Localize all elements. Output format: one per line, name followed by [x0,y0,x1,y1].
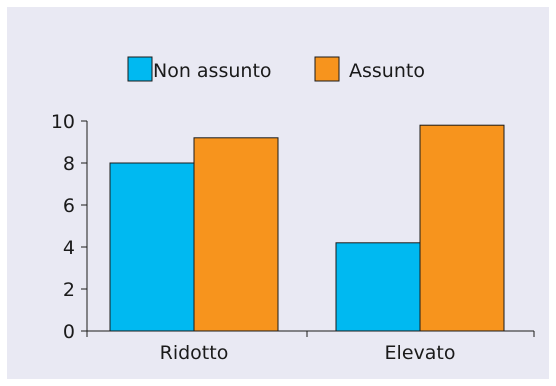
axes: 0 2 4 6 8 10 Ridotto Elevato [51,111,535,364]
y-tick-label: 2 [63,279,75,301]
chart-panel: Non assunto Assunto 0 2 4 6 8 10 Ridotto Elevat… [7,7,549,379]
legend: Non assunto Assunto [127,56,425,82]
bar-assunto-elevato [419,124,505,332]
legend-swatch-assunto [314,56,340,82]
legend-label-assunto: Assunto [349,60,425,82]
y-tick-label: 0 [63,321,75,343]
x-tick-label-ridotto: Ridotto [160,342,229,364]
y-tick-label: 6 [63,195,75,217]
bar-assunto-ridotto [193,137,279,332]
bar-non-assunto-ridotto [109,162,195,332]
x-tick-label-elevato: Elevato [385,342,456,364]
legend-swatch-non-assunto [127,56,153,82]
bar-chart: Non assunto Assunto 0 2 4 6 8 10 Ridotto Elevat… [51,56,535,364]
y-tick-label: 8 [63,153,75,175]
y-tick-label: 10 [51,111,75,133]
bars [109,124,505,332]
y-tick-label: 4 [63,237,75,259]
legend-label-non-assunto: Non assunto [153,60,272,82]
bar-non-assunto-elevato [335,242,421,332]
